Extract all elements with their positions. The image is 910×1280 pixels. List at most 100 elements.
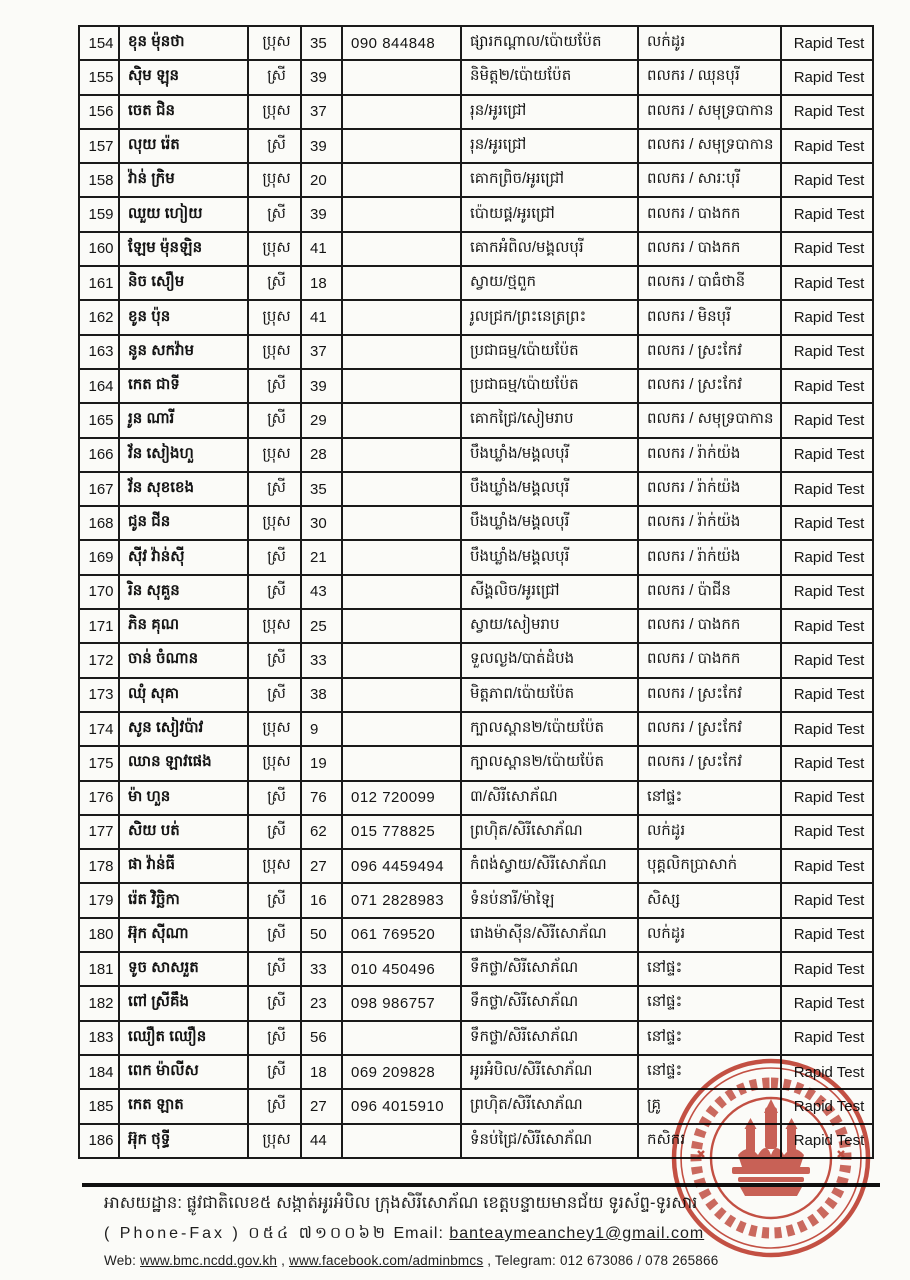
address-cell: អូរអំបិល/សិរីសោភ័ណ xyxy=(460,1053,639,1091)
age-cell: 56 xyxy=(300,1019,343,1056)
address-cell: ទួលល្ងង/បាត់ដំបង xyxy=(460,642,639,679)
address-cell: ប្រជាធម្ម/ប៉ោយប៉ែត xyxy=(460,367,639,405)
phone-cell xyxy=(341,470,462,508)
name-cell: ស៊ីវ វ៉ាន់ស៊ី xyxy=(118,539,249,576)
gender-cell: ស្រី xyxy=(247,813,302,851)
age-cell: 30 xyxy=(300,505,343,542)
occupation-cell: ពលករ / រ៉ាក់យ៉ង xyxy=(637,505,782,542)
phone-cell: 010 450496 xyxy=(341,951,462,988)
row-number-cell: 165 xyxy=(78,402,120,439)
gender-cell: ប្រុស xyxy=(247,24,302,62)
phone-cell xyxy=(341,402,462,439)
footer-web-line: Web: www.bmc.ncdd.gov.kh , www.facebook.… xyxy=(104,1251,884,1271)
address-cell: បឹងឃ្លាំង/មង្គលបុរី xyxy=(460,470,639,508)
web-label: Web: xyxy=(104,1253,137,1269)
name-cell: ឈួយ ហៀយ xyxy=(118,196,249,233)
row-number-cell: 157 xyxy=(78,127,120,165)
test-type-cell: Rapid Test xyxy=(780,539,874,576)
phone-cell xyxy=(341,573,462,611)
address-cell: គោកជ្រៃ/សៀមរាប xyxy=(460,402,639,439)
address-cell: រូលជ្រក/ព្រះនេត្រព្រះ xyxy=(460,299,639,336)
gender-cell: ស្រី xyxy=(247,916,302,954)
name-cell: ស៊ិម ឡុន xyxy=(118,59,249,96)
table-row: 181 ទូច សាសរួត ស្រី 33 010 450496 ទឹកថ្ល… xyxy=(78,951,874,988)
occupation-cell: នៅផ្ទះ xyxy=(637,1053,782,1091)
address-cell: សីង្គលិច/អូរជ្រៅ xyxy=(460,573,639,611)
gender-cell: ស្រី xyxy=(247,470,302,508)
age-cell: 28 xyxy=(300,436,343,473)
gender-cell: ស្រី xyxy=(247,1019,302,1056)
address-cell: ទឹកថ្លា/សិរីសោភ័ណ xyxy=(460,1019,639,1056)
phone-cell xyxy=(341,608,462,645)
separator: , xyxy=(487,1253,495,1269)
phone-cell xyxy=(341,436,462,473)
name-cell: ភិន គុណ xyxy=(118,608,249,645)
row-number-cell: 177 xyxy=(78,813,120,851)
gender-cell: ប្រុស xyxy=(247,1122,302,1159)
occupation-cell: ពលករ / រ៉ាក់យ៉ង xyxy=(637,436,782,473)
occupation-cell: ពលករ / ស្រះកែវ xyxy=(637,367,782,405)
name-cell: និច សឿម xyxy=(118,265,249,302)
age-cell: 35 xyxy=(300,24,343,62)
table-row: 183 ឈឿត ឈឿន ស្រី 56 ទឹកថ្លា/សិរីសោភ័ណ នៅ… xyxy=(78,1019,874,1056)
gender-cell: ស្រី xyxy=(247,779,302,816)
gender-cell: ស្រី xyxy=(247,985,302,1022)
phone-cell xyxy=(341,642,462,679)
footer-divider-rule xyxy=(82,1183,880,1187)
table-row: 179 រ៉េត វិច្ឆិកា ស្រី 16 071 2828983 ទំ… xyxy=(78,882,874,919)
name-cell: ចេត ជិន xyxy=(118,93,249,130)
gender-cell: ស្រី xyxy=(247,539,302,576)
table-row: 163 នូន សកវ៉ាម ប្រុស 37 ប្រជាធម្ម/ប៉ោយប៉… xyxy=(78,333,874,370)
name-cell: កេត ជាទី xyxy=(118,367,249,405)
row-number-cell: 172 xyxy=(78,642,120,679)
phone-cell xyxy=(341,745,462,782)
address-cell: ក្បាលស្ពាន២/ប៉ោយប៉ែត xyxy=(460,710,639,748)
footer-phone-email-line: ( Phone-Fax ) ០៥៤ ៧១០០៦២ Email: banteaym… xyxy=(104,1222,884,1245)
telegram-numbers: 012 673086 / 078 265866 xyxy=(559,1253,719,1269)
test-type-cell: Rapid Test xyxy=(780,779,874,816)
gender-cell: ស្រី xyxy=(247,367,302,405)
age-cell: 27 xyxy=(300,1088,343,1125)
occupation-cell: នៅផ្ទះ xyxy=(637,985,782,1022)
age-cell: 21 xyxy=(300,539,343,576)
test-type-cell: Rapid Test xyxy=(780,745,874,782)
row-number-cell: 160 xyxy=(78,230,120,268)
address-cell: ទឹកថ្លា/សិរីសោភ័ណ xyxy=(460,985,639,1022)
gender-cell: ស្រី xyxy=(247,59,302,96)
table-row: 174 សូន សៀវប៉ាវ ប្រុស 9 ក្បាលស្ពាន២/ប៉ោយ… xyxy=(78,710,874,748)
row-number-cell: 164 xyxy=(78,367,120,405)
test-type-cell: Rapid Test xyxy=(780,505,874,542)
occupation-cell: ពលករ / ប៉ាជីន xyxy=(637,573,782,611)
age-cell: 16 xyxy=(300,882,343,919)
row-number-cell: 168 xyxy=(78,505,120,542)
row-number-cell: 174 xyxy=(78,710,120,748)
table-row: 164 កេត ជាទី ស្រី 39 ប្រជាធម្ម/ប៉ោយប៉ែត … xyxy=(78,367,874,405)
age-cell: 23 xyxy=(300,985,343,1022)
table-row: 171 ភិន គុណ ប្រុស 25 ស្វាយ/សៀមរាប ពលករ /… xyxy=(78,608,874,645)
table-row: 161 និច សឿម ស្រី 18 ស្វាយ/ថ្មពួក ពលករ / … xyxy=(78,265,874,302)
age-cell: 44 xyxy=(300,1122,343,1159)
row-number-cell: 162 xyxy=(78,299,120,336)
name-cell: ពៅ ស្រីគឹង xyxy=(118,985,249,1022)
address-cell: និមិត្ត២/ប៉ោយប៉ែត xyxy=(460,59,639,96)
phone-cell: 071 2828983 xyxy=(341,882,462,919)
phone-cell: 061 769520 xyxy=(341,916,462,954)
age-cell: 25 xyxy=(300,608,343,645)
name-cell: កេត ឡាត xyxy=(118,1088,249,1125)
gender-cell: ប្រុស xyxy=(247,299,302,336)
gender-cell: ប្រុស xyxy=(247,710,302,748)
footer-address-line: អាសយដ្ឋាន: ផ្លូវជាតិលេខ៥ សង្កាត់អូរអំបិល… xyxy=(104,1194,698,1212)
name-cell: ពេក ម៉ាលីស xyxy=(118,1053,249,1091)
address-cell: ប្រជាធម្ម/ប៉ោយប៉ែត xyxy=(460,333,639,370)
row-number-cell: 171 xyxy=(78,608,120,645)
row-number-cell: 179 xyxy=(78,882,120,919)
table-row: 184 ពេក ម៉ាលីស ស្រី 18 069 209828 អូរអំប… xyxy=(78,1053,874,1091)
occupation-cell: ពលករ / បាងកក xyxy=(637,196,782,233)
table-row: 178 ផា វ៉ាន់ធី ប្រុស 27 096 4459494 កំពង… xyxy=(78,848,874,885)
age-cell: 39 xyxy=(300,59,343,96)
address-cell: ទំនប់ជ្រៃ/សិរីសោភ័ណ xyxy=(460,1122,639,1159)
test-type-cell: Rapid Test xyxy=(780,265,874,302)
age-cell: 43 xyxy=(300,573,343,611)
age-cell: 38 xyxy=(300,676,343,713)
